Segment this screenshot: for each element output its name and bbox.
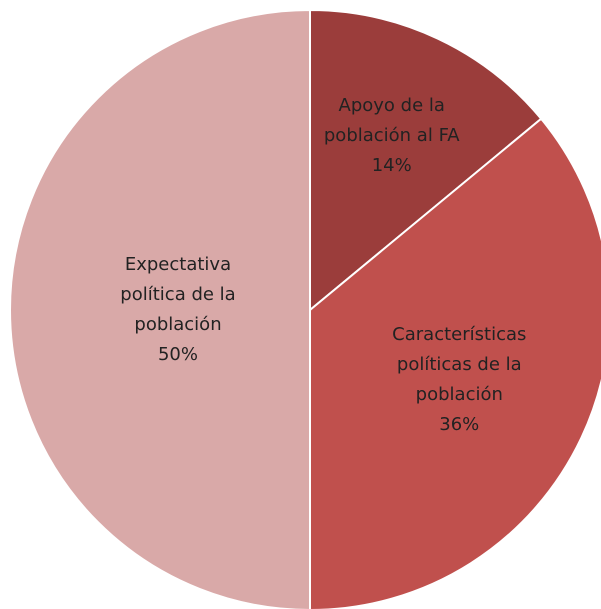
slice-label: Características políticas de la població… bbox=[369, 320, 549, 440]
category-label: Apoyo de la población al FA bbox=[323, 95, 460, 147]
pie-slice bbox=[309, 8, 543, 313]
category-label: Características políticas de la població… bbox=[392, 324, 527, 406]
value-label: 14% bbox=[371, 155, 412, 177]
pie-slice bbox=[9, 8, 311, 609]
slice-label: Apoyo de la población al FA 14% bbox=[312, 91, 472, 181]
pie-slice bbox=[309, 117, 601, 609]
category-label: Expectativa política de la población bbox=[120, 254, 236, 335]
value-label: 50% bbox=[157, 344, 198, 365]
value-label: 36% bbox=[439, 414, 480, 436]
slice-label: Expectativa política de la población 50% bbox=[103, 250, 253, 370]
